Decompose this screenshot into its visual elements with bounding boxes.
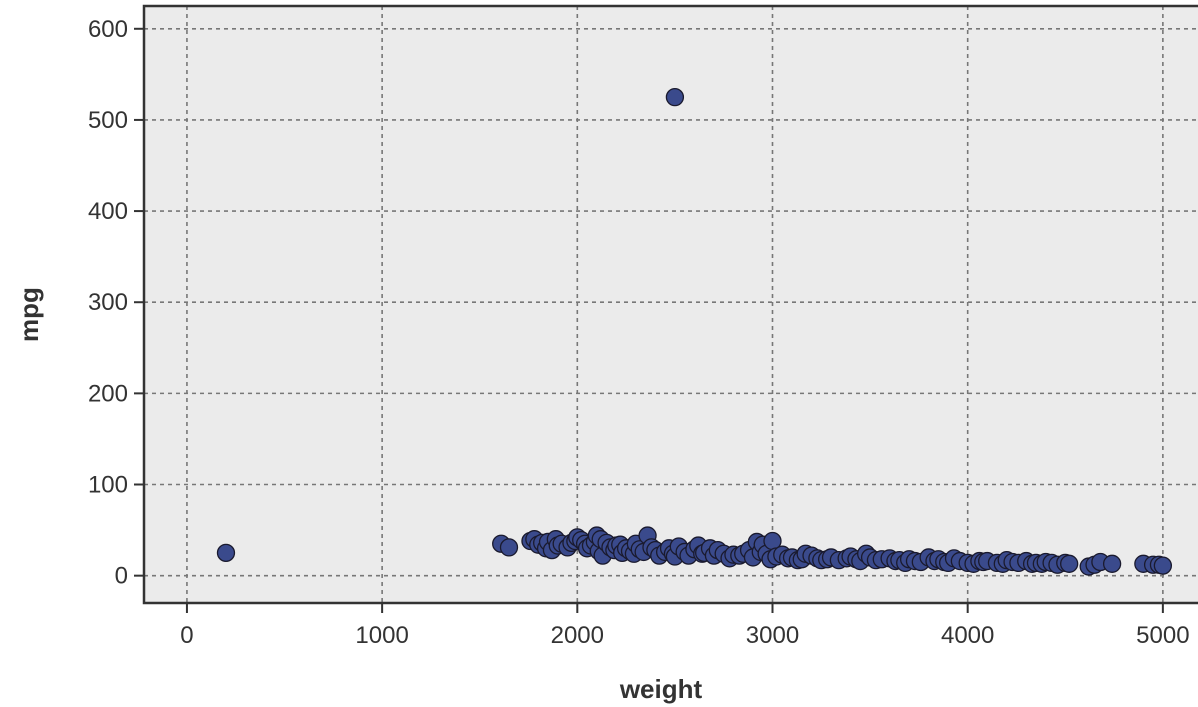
data-point [1102, 554, 1122, 573]
y-tick-label: 200 [88, 380, 128, 407]
x-tick-label: 1000 [355, 622, 408, 649]
gridlines [144, 6, 1198, 603]
data-point [1153, 556, 1173, 575]
x-tick-label: 5000 [1136, 622, 1189, 649]
data-point [665, 87, 685, 107]
y-tick-label: 0 [115, 563, 128, 590]
plot-frame [142, 4, 1198, 605]
data-point [499, 538, 519, 557]
x-tick-label: 3000 [746, 622, 799, 649]
y-axis: 0 100 200 300 400 500 600 [88, 16, 144, 590]
data-point [1060, 554, 1079, 573]
y-tick-label: 600 [88, 16, 128, 43]
x-tick-label: 4000 [941, 622, 994, 649]
y-tick-label: 400 [88, 198, 128, 225]
x-tick-label: 2000 [551, 622, 604, 649]
y-tick-label: 100 [88, 472, 128, 499]
data-point [216, 543, 236, 563]
x-axis-title: weight [619, 674, 703, 704]
x-axis: 0 1000 2000 3000 4000 5000 [180, 603, 1190, 649]
y-tick-label: 300 [88, 289, 128, 316]
x-tick-label: 0 [180, 622, 193, 649]
y-tick-label: 500 [88, 107, 128, 134]
data-points [216, 87, 1173, 576]
y-axis-title: mpg [14, 287, 44, 342]
plot-panel [144, 6, 1198, 603]
